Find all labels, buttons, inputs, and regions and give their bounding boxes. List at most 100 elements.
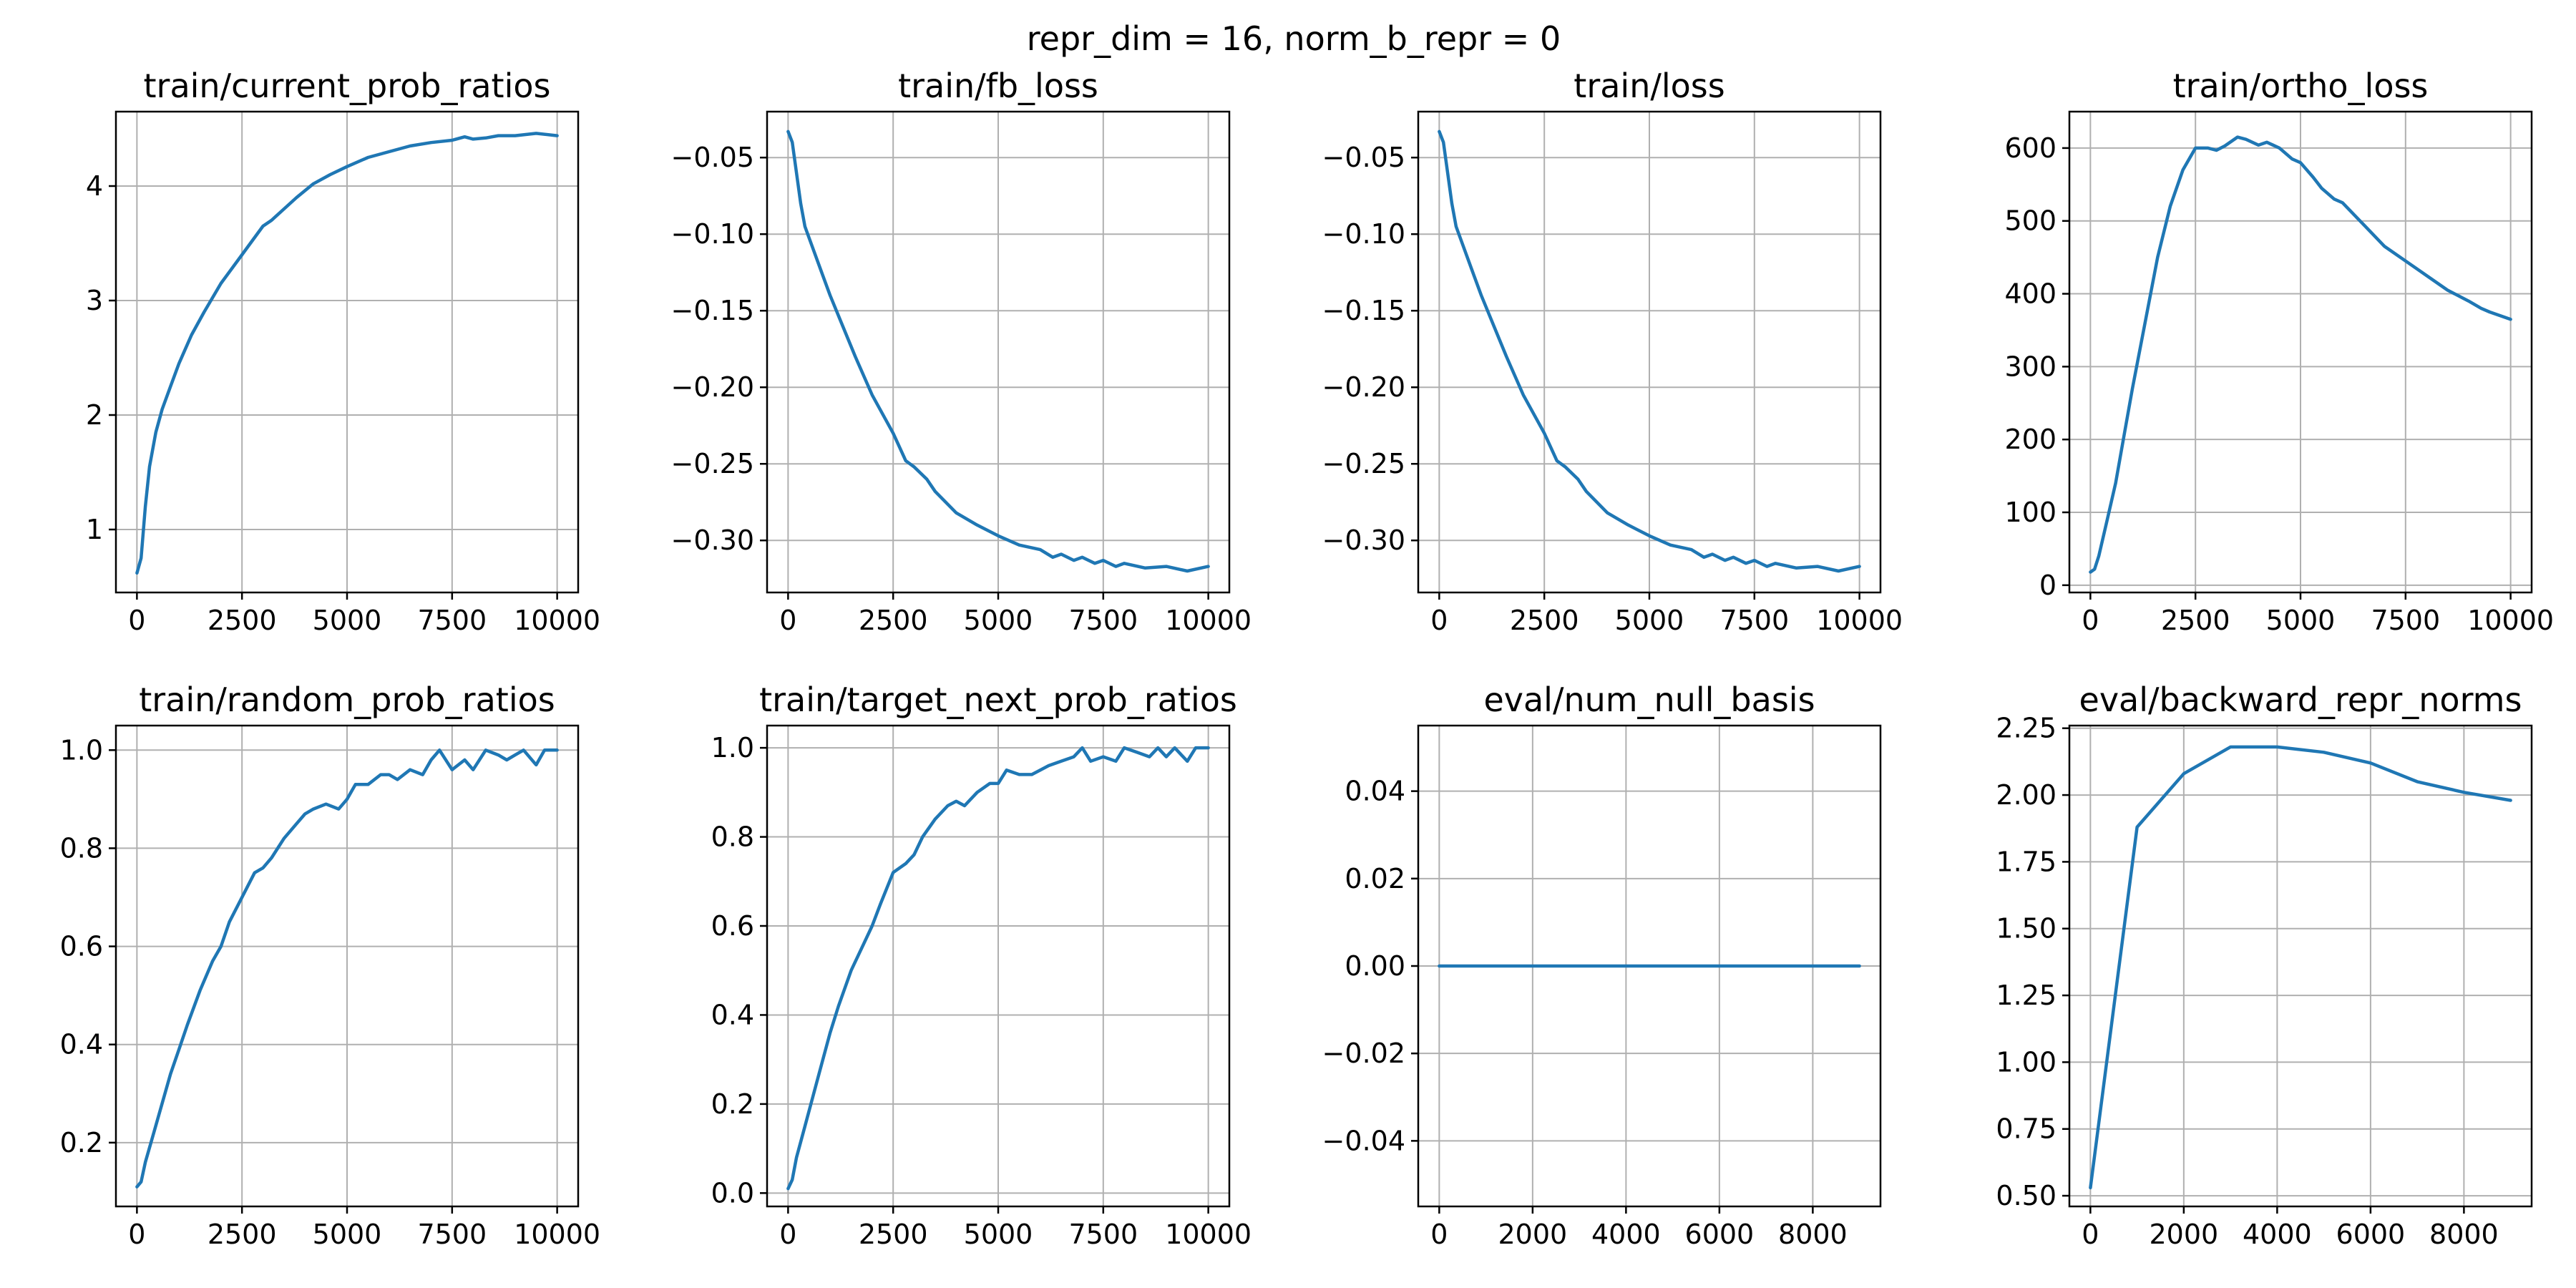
y-tick-label: −0.25 xyxy=(1322,448,1405,479)
x-tick-label: 8000 xyxy=(1778,1219,1848,1250)
y-tick-label: 0.6 xyxy=(711,910,754,942)
y-tick-label: 100 xyxy=(2004,497,2057,528)
x-tick-label: 7500 xyxy=(1719,605,1789,636)
y-tick-label: −0.20 xyxy=(671,371,754,403)
x-tick-label: 0 xyxy=(2082,1219,2099,1250)
y-tick-label: −0.04 xyxy=(1322,1125,1405,1156)
subplot-title: train/loss xyxy=(1574,67,1724,105)
x-tick-label: 0 xyxy=(1430,1219,1448,1250)
y-tick-label: 0.02 xyxy=(1345,863,1405,894)
x-tick-label: 10000 xyxy=(514,605,600,636)
series-line-1 xyxy=(2089,745,2512,1190)
y-tick-label: 0.00 xyxy=(1345,950,1405,982)
x-tick-label: 7500 xyxy=(417,605,487,636)
y-tick-label: −0.30 xyxy=(671,525,754,556)
series-line-1 xyxy=(135,132,559,575)
subplot-7: 0 2000 4000 6000 8000 0.04 0.02 0.00 −0.02 −0.04 e… xyxy=(1322,680,1882,1250)
x-tick-label: 6000 xyxy=(1685,1219,1755,1250)
x-tick-label: 2500 xyxy=(1510,605,1579,636)
y-tick-label: 200 xyxy=(2004,424,2057,455)
subplot-title: train/ortho_loss xyxy=(2173,67,2429,105)
y-tick-label: −0.25 xyxy=(671,448,754,479)
x-tick-label: 7500 xyxy=(1068,1219,1138,1250)
subplot-4: 0 2500 5000 7500 10000 0 100 200 300 400 500 600 tra… xyxy=(2004,67,2554,636)
x-tick-label: 4000 xyxy=(2243,1219,2312,1250)
y-tick-label: 300 xyxy=(2004,351,2057,382)
x-tick-label: 10000 xyxy=(1816,605,1903,636)
x-tick-label: 5000 xyxy=(964,605,1033,636)
series-line-1 xyxy=(786,746,1210,1191)
x-tick-label: 0 xyxy=(2082,605,2099,636)
y-tick-label: 1.50 xyxy=(1996,913,2057,945)
series-line-1 xyxy=(2089,135,2512,574)
y-tick-label: 2 xyxy=(86,399,103,431)
y-tick-label: 0.6 xyxy=(60,931,103,962)
x-tick-label: 5000 xyxy=(313,605,382,636)
y-tick-label: 0.8 xyxy=(711,821,754,853)
y-tick-label: 600 xyxy=(2004,132,2057,164)
y-tick-label: −0.15 xyxy=(1322,295,1405,326)
y-tick-label: −0.15 xyxy=(671,295,754,326)
y-tick-label: 2.00 xyxy=(1996,779,2057,811)
y-tick-label: 0.2 xyxy=(60,1127,103,1158)
y-tick-label: 1.00 xyxy=(1996,1046,2057,1078)
x-tick-label: 5000 xyxy=(964,1219,1033,1250)
series-line-1 xyxy=(135,748,559,1189)
y-tick-label: 500 xyxy=(2004,205,2057,237)
y-tick-label: −0.10 xyxy=(1322,218,1405,250)
subplot-title: train/target_next_prob_ratios xyxy=(759,680,1237,719)
y-tick-label: 400 xyxy=(2004,278,2057,310)
subplot-title: eval/backward_repr_norms xyxy=(2079,680,2522,719)
y-tick-label: 3 xyxy=(86,285,103,316)
y-tick-label: −0.02 xyxy=(1322,1038,1405,1069)
y-tick-label: −0.05 xyxy=(671,142,754,173)
x-tick-label: 2500 xyxy=(208,1219,277,1250)
y-tick-label: 0.50 xyxy=(1996,1180,2057,1211)
x-tick-label: 2000 xyxy=(1498,1219,1568,1250)
y-tick-label: 0.75 xyxy=(1996,1113,2057,1145)
x-tick-label: 5000 xyxy=(2266,605,2336,636)
subplot-title: train/random_prob_ratios xyxy=(139,680,555,719)
x-tick-label: 0 xyxy=(1430,605,1448,636)
y-tick-label: 2.25 xyxy=(1996,713,2057,744)
subplot-8: 0 2000 4000 6000 8000 0.50 0.75 1.00 1.25 1.50 1.7… xyxy=(1996,680,2533,1250)
x-tick-label: 2500 xyxy=(2161,605,2230,636)
subplot-grid: 0 2500 5000 7500 100001234train/current_prob… xyxy=(60,67,2555,1250)
y-tick-label: 1 xyxy=(86,514,103,545)
x-tick-label: 7500 xyxy=(2371,605,2440,636)
y-tick-label: −0.30 xyxy=(1322,525,1405,556)
y-tick-label: −0.20 xyxy=(1322,371,1405,403)
subplot-title: eval/num_null_basis xyxy=(1483,680,1815,719)
y-tick-label: 0.4 xyxy=(711,999,754,1030)
figure-suptitle: repr_dim = 16, norm_b_repr = 0 xyxy=(1027,19,1561,58)
x-tick-label: 2500 xyxy=(859,605,928,636)
y-tick-label: 0.2 xyxy=(711,1088,754,1120)
y-tick-label: 1.25 xyxy=(1996,980,2057,1011)
series-line-1 xyxy=(786,130,1210,573)
y-tick-label: −0.05 xyxy=(1322,142,1405,173)
y-tick-label: 0.04 xyxy=(1345,776,1405,807)
x-tick-label: 2500 xyxy=(859,1219,928,1250)
x-tick-label: 2500 xyxy=(208,605,277,636)
subplot-title: train/current_prob_ratios xyxy=(144,67,551,105)
subplot-5: 0 2500 5000 7500 10000 0.2 0.4 0.6 0.8 1.0 train/r… xyxy=(60,680,601,1250)
x-tick-label: 0 xyxy=(779,605,796,636)
series-line-1 xyxy=(1438,130,1861,573)
x-tick-label: 6000 xyxy=(2336,1219,2406,1250)
x-tick-label: 0 xyxy=(128,605,145,636)
x-tick-label: 10000 xyxy=(1165,1219,1252,1250)
subplot-title: train/fb_loss xyxy=(898,67,1098,105)
y-tick-label: 1.0 xyxy=(711,732,754,763)
x-tick-label: 10000 xyxy=(2467,605,2554,636)
subplot-6: 0 2500 5000 7500 10000 0.0 0.2 0.4 0.6 0.8 1.0trai… xyxy=(711,680,1252,1250)
x-tick-label: 0 xyxy=(779,1219,796,1250)
subplot-2: 0 2500 5000 7500 10000 −0.05 −0.10 −0.15 −0.20 −0… xyxy=(671,67,1252,636)
x-tick-label: 2000 xyxy=(2150,1219,2219,1250)
y-tick-label: 1.75 xyxy=(1996,846,2057,877)
y-tick-label: 0 xyxy=(2039,570,2057,601)
x-tick-label: 4000 xyxy=(1591,1219,1661,1250)
x-tick-label: 8000 xyxy=(2429,1219,2499,1250)
x-tick-label: 10000 xyxy=(1165,605,1252,636)
axes-frame xyxy=(2068,724,2533,1208)
